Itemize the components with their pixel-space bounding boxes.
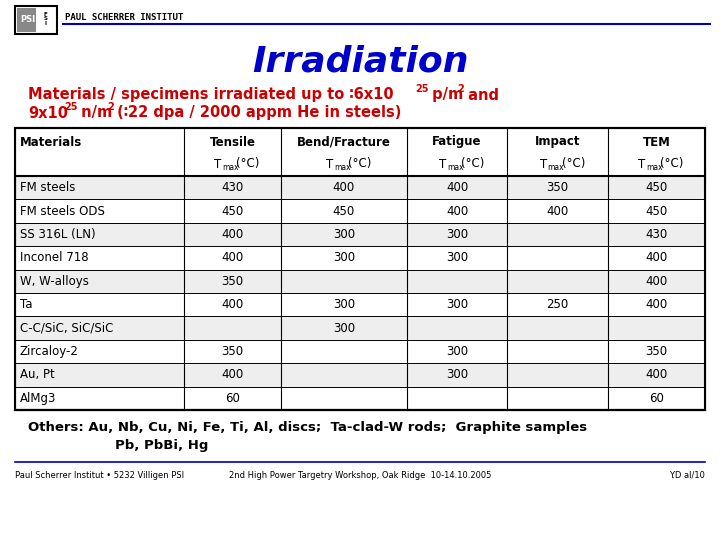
Text: 25: 25 xyxy=(64,102,78,112)
Text: max: max xyxy=(548,164,564,172)
Text: (°C): (°C) xyxy=(348,158,372,171)
Text: 60: 60 xyxy=(225,392,240,405)
Text: 450: 450 xyxy=(221,205,243,218)
Text: max: max xyxy=(647,164,663,172)
Text: 300: 300 xyxy=(446,228,468,241)
Text: FM steels ODS: FM steels ODS xyxy=(20,205,105,218)
Text: 9x10: 9x10 xyxy=(28,105,68,120)
Text: T: T xyxy=(215,158,222,171)
Bar xyxy=(15,199,705,223)
Text: FM steels: FM steels xyxy=(20,181,76,194)
Text: Others: Au, Nb, Cu, Ni, Fe, Ti, Al, discs;  Ta-clad-W rods;  Graphite samples: Others: Au, Nb, Cu, Ni, Fe, Ti, Al, disc… xyxy=(28,422,587,435)
Text: Paul Scherrer Institut • 5232 Villigen PSI: Paul Scherrer Institut • 5232 Villigen P… xyxy=(15,470,184,480)
Text: max: max xyxy=(334,164,351,172)
Text: n/m: n/m xyxy=(76,105,112,120)
Bar xyxy=(15,387,705,410)
Text: max: max xyxy=(447,164,464,172)
Text: 400: 400 xyxy=(221,368,243,381)
Text: 400: 400 xyxy=(446,205,468,218)
Text: T: T xyxy=(639,158,646,171)
Bar xyxy=(15,293,705,316)
Text: F
S
I: F S I xyxy=(44,12,48,26)
Text: Materials: Materials xyxy=(20,136,82,148)
Bar xyxy=(15,316,705,340)
Text: 400: 400 xyxy=(446,181,468,194)
Text: 400: 400 xyxy=(221,228,243,241)
Text: Bend/Fracture: Bend/Fracture xyxy=(297,136,391,148)
Text: Au, Pt: Au, Pt xyxy=(20,368,55,381)
Text: Irradiation: Irradiation xyxy=(252,45,468,79)
Text: p/m: p/m xyxy=(427,87,463,103)
Text: 2: 2 xyxy=(457,84,464,94)
Bar xyxy=(15,6,57,34)
Text: max: max xyxy=(222,164,239,172)
Bar xyxy=(15,223,705,246)
Text: 400: 400 xyxy=(645,252,667,265)
Text: PAUL SCHERRER INSTITUT: PAUL SCHERRER INSTITUT xyxy=(65,14,184,23)
Text: 300: 300 xyxy=(333,298,355,311)
Text: 25: 25 xyxy=(415,84,428,94)
Text: 450: 450 xyxy=(645,205,667,218)
Text: 300: 300 xyxy=(446,345,468,358)
Text: (°C): (°C) xyxy=(236,158,260,171)
Text: 350: 350 xyxy=(546,181,569,194)
Text: (∶22 dpa / 2000 appm He in steels): (∶22 dpa / 2000 appm He in steels) xyxy=(112,105,401,120)
Text: 250: 250 xyxy=(546,298,569,311)
Text: Materials / specimens irradiated up to ∶6x10: Materials / specimens irradiated up to ∶… xyxy=(28,87,394,103)
Text: (°C): (°C) xyxy=(660,158,684,171)
Text: 350: 350 xyxy=(645,345,667,358)
Text: Pb, PbBi, Hg: Pb, PbBi, Hg xyxy=(115,438,208,451)
Text: 300: 300 xyxy=(333,228,355,241)
Bar xyxy=(15,363,705,387)
Text: Zircaloy-2: Zircaloy-2 xyxy=(20,345,79,358)
Text: 400: 400 xyxy=(221,252,243,265)
Text: 400: 400 xyxy=(221,298,243,311)
Text: 2nd High Power Targetry Workshop, Oak Ridge  10-14.10.2005: 2nd High Power Targetry Workshop, Oak Ri… xyxy=(229,470,491,480)
Text: SS 316L (LN): SS 316L (LN) xyxy=(20,228,96,241)
Bar xyxy=(17,8,36,32)
Text: 400: 400 xyxy=(546,205,569,218)
Text: (°C): (°C) xyxy=(461,158,485,171)
Text: PSI: PSI xyxy=(20,16,35,24)
Text: W, W-alloys: W, W-alloys xyxy=(20,275,89,288)
Text: 300: 300 xyxy=(333,322,355,335)
Text: 400: 400 xyxy=(645,368,667,381)
Text: AlMg3: AlMg3 xyxy=(20,392,56,405)
Bar xyxy=(15,176,705,199)
Text: 2: 2 xyxy=(107,102,114,112)
Text: TEM: TEM xyxy=(642,136,670,148)
Text: 430: 430 xyxy=(221,181,243,194)
Bar xyxy=(15,128,705,410)
Text: 430: 430 xyxy=(645,228,667,241)
Text: T: T xyxy=(540,158,547,171)
Text: 300: 300 xyxy=(446,298,468,311)
Text: and: and xyxy=(463,87,499,103)
Text: 300: 300 xyxy=(446,252,468,265)
Bar xyxy=(15,246,705,269)
Text: 350: 350 xyxy=(221,275,243,288)
Text: Fatigue: Fatigue xyxy=(432,136,482,148)
Text: 400: 400 xyxy=(333,181,355,194)
Text: T: T xyxy=(439,158,446,171)
Text: 450: 450 xyxy=(333,205,355,218)
Text: 350: 350 xyxy=(221,345,243,358)
Text: T: T xyxy=(326,158,333,171)
Text: C-C/SiC, SiC/SiC: C-C/SiC, SiC/SiC xyxy=(20,322,113,335)
Text: 450: 450 xyxy=(645,181,667,194)
Text: 300: 300 xyxy=(333,252,355,265)
Text: 300: 300 xyxy=(446,368,468,381)
Text: Impact: Impact xyxy=(535,136,580,148)
Text: 60: 60 xyxy=(649,392,664,405)
Text: Inconel 718: Inconel 718 xyxy=(20,252,89,265)
Bar xyxy=(15,128,705,176)
Text: 400: 400 xyxy=(645,275,667,288)
Text: (°C): (°C) xyxy=(562,158,585,171)
Text: Ta: Ta xyxy=(20,298,32,311)
Bar xyxy=(15,269,705,293)
Bar xyxy=(15,340,705,363)
Text: 400: 400 xyxy=(645,298,667,311)
Text: Y.D al/10: Y.D al/10 xyxy=(669,470,705,480)
Text: Tensile: Tensile xyxy=(210,136,256,148)
